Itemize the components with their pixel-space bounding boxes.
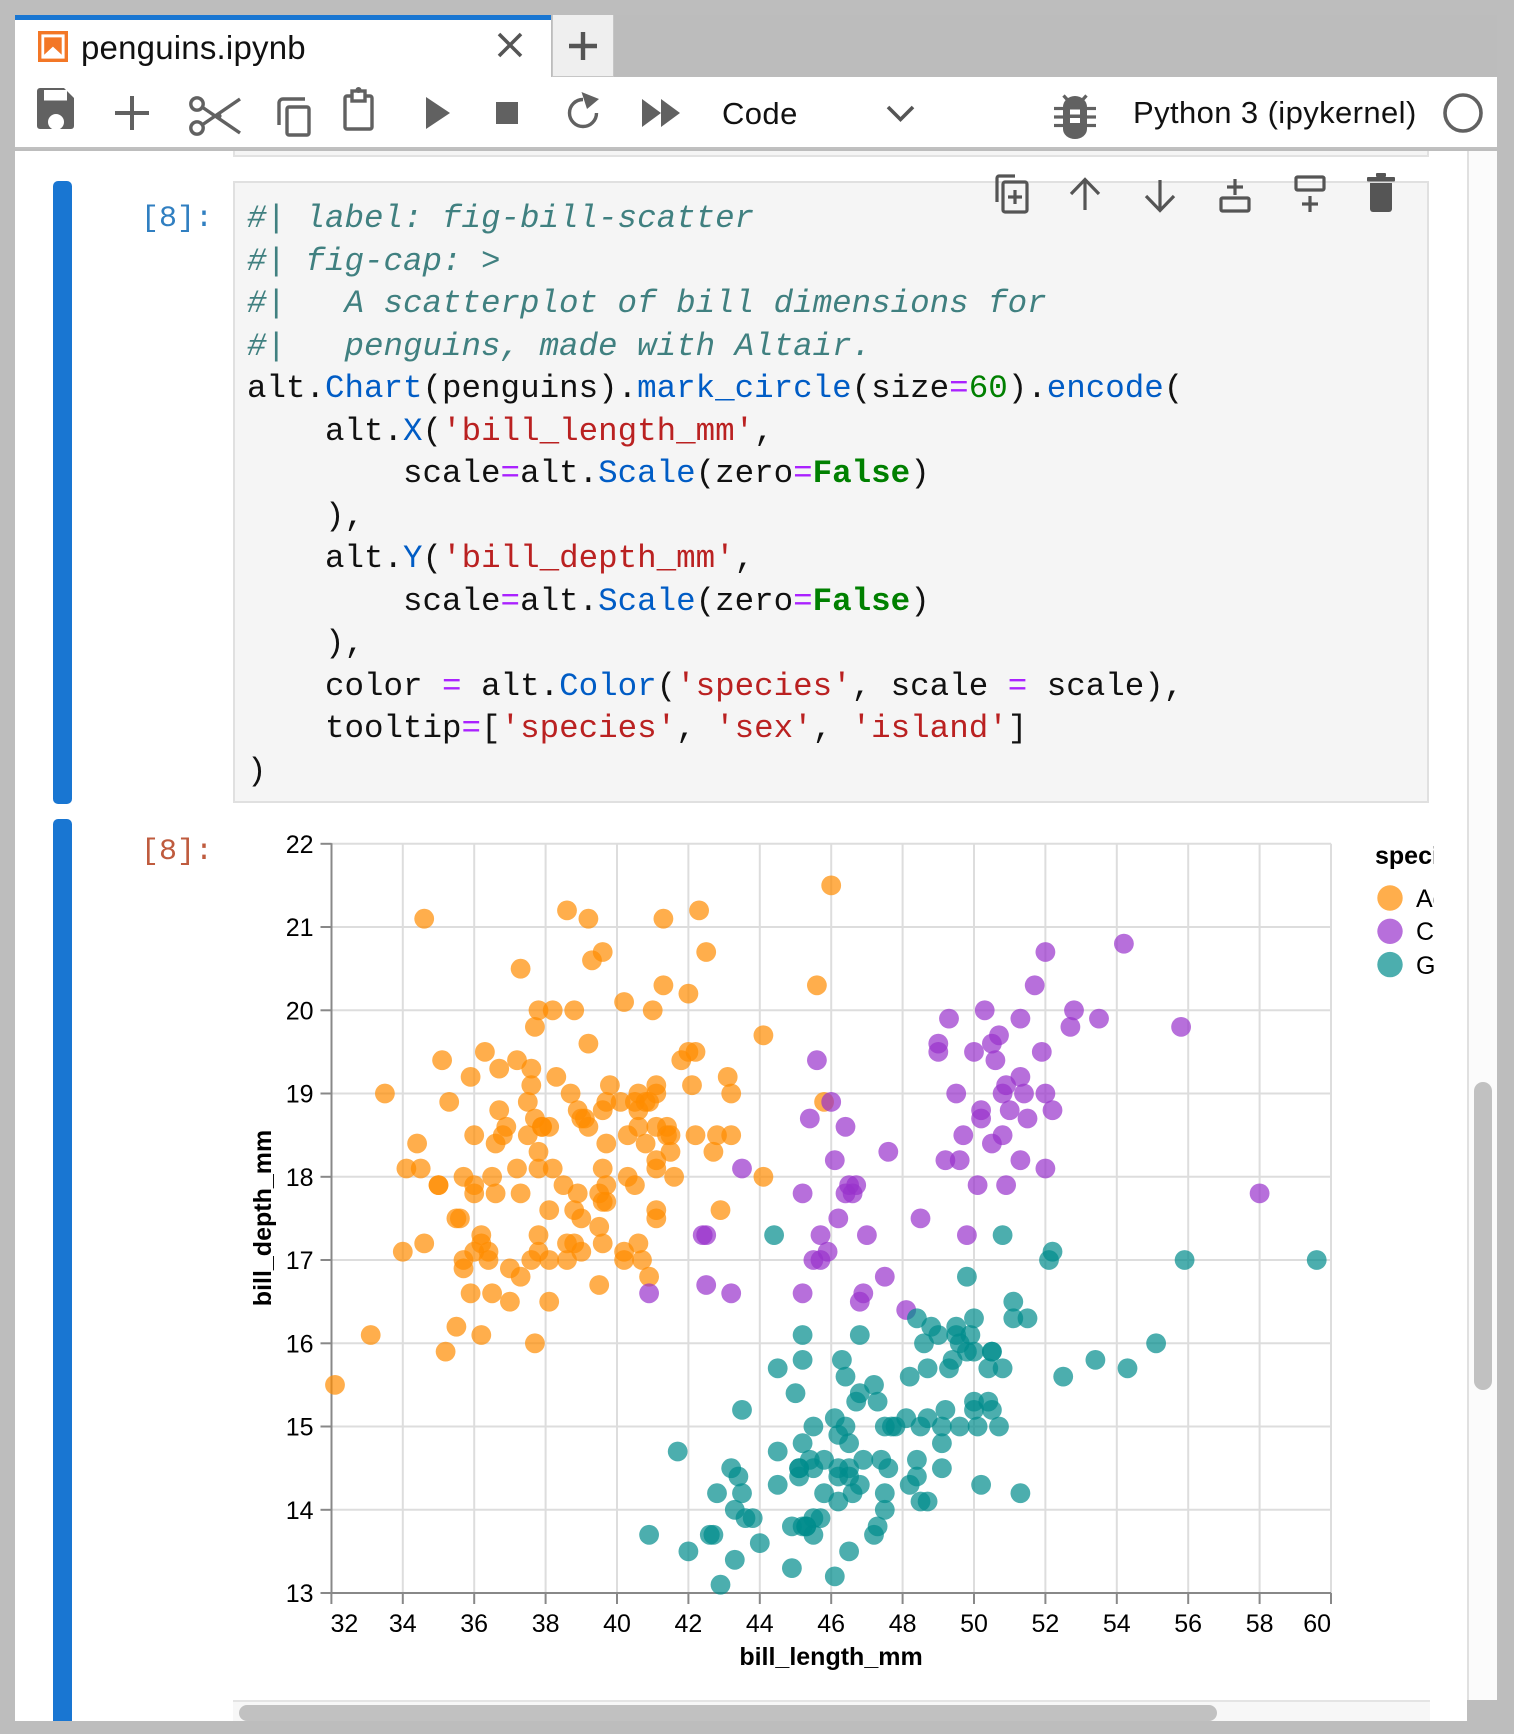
svg-text:46: 46 <box>817 1610 845 1638</box>
svg-text:Adelie: Adelie <box>1416 885 1434 913</box>
svg-text:Python 3 (ipykernel): Python 3 (ipykernel) <box>1133 95 1417 130</box>
svg-text:bill_depth_mm: bill_depth_mm <box>249 1130 277 1306</box>
svg-text:16: 16 <box>286 1330 314 1358</box>
svg-text:52: 52 <box>1031 1610 1059 1638</box>
svg-text:50: 50 <box>960 1610 988 1638</box>
svg-text:58: 58 <box>1246 1610 1274 1638</box>
svg-text:Code: Code <box>722 96 798 131</box>
svg-text:40: 40 <box>603 1610 631 1638</box>
svg-text:60: 60 <box>1303 1610 1331 1638</box>
svg-text:21: 21 <box>286 914 314 942</box>
svg-text:Chinstrap: Chinstrap <box>1416 918 1434 946</box>
svg-text:15: 15 <box>286 1414 314 1442</box>
svg-text:38: 38 <box>532 1610 560 1638</box>
svg-text:bill_length_mm: bill_length_mm <box>739 1643 922 1671</box>
svg-text:54: 54 <box>1103 1610 1131 1638</box>
svg-text:17: 17 <box>286 1247 314 1275</box>
svg-text:Gentoo: Gentoo <box>1416 952 1434 980</box>
svg-text:56: 56 <box>1174 1610 1202 1638</box>
svg-text:34: 34 <box>389 1610 417 1638</box>
svg-text:44: 44 <box>746 1610 774 1638</box>
svg-text:48: 48 <box>889 1610 917 1638</box>
svg-text:42: 42 <box>674 1610 702 1638</box>
svg-text:19: 19 <box>286 1081 314 1109</box>
svg-text:13: 13 <box>286 1580 314 1608</box>
svg-text:20: 20 <box>286 997 314 1025</box>
svg-text:14: 14 <box>286 1497 314 1525</box>
svg-text:36: 36 <box>460 1610 488 1638</box>
svg-text:32: 32 <box>331 1610 359 1638</box>
svg-text:22: 22 <box>286 831 314 859</box>
svg-text:18: 18 <box>286 1164 314 1192</box>
svg-text:species: species <box>1375 842 1434 870</box>
